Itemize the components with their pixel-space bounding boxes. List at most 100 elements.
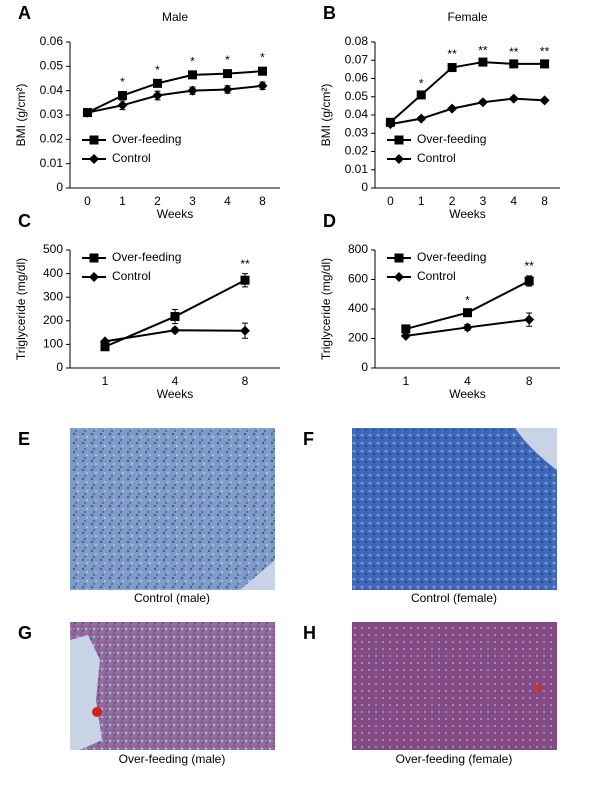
x-tick-label: 4 (172, 374, 179, 388)
y-tick-label: 0 (56, 180, 63, 194)
x-tick-label: 4 (510, 194, 517, 208)
tissue-edge (515, 428, 557, 470)
x-tick-label: 2 (154, 194, 161, 208)
caption: Over-feeding (female) (396, 752, 513, 766)
tissue-edge (240, 560, 275, 590)
significance-mark: * (120, 75, 125, 89)
y-tick-label: 0 (56, 360, 63, 374)
y-tick-label: 400 (348, 301, 368, 315)
line-chart: C 0 100 200 300 400 500 1 4 8 Weeks Triglyceride (m… (14, 211, 280, 401)
x-tick-label: 3 (480, 194, 487, 208)
y-tick-label: 100 (43, 337, 63, 351)
legend-label: Over-feeding (112, 250, 181, 264)
x-tick-label: 2 (449, 194, 456, 208)
legend-label: Over-feeding (112, 132, 181, 146)
panel-letter: F (303, 429, 314, 449)
significance-mark: * (260, 51, 265, 65)
x-tick-label: 4 (464, 374, 471, 388)
marker-diamond (400, 330, 411, 341)
micrograph (352, 622, 557, 750)
significance-mark: ** (240, 257, 250, 271)
marker-square (394, 253, 404, 263)
significance-mark: * (465, 294, 470, 308)
x-tick-label: 1 (418, 194, 425, 208)
micrograph-f: F Control (female) (303, 428, 557, 605)
tissue-edge (70, 635, 102, 750)
panel-letter: C (18, 211, 31, 231)
y-tick-label: 400 (43, 266, 63, 280)
marker-diamond (416, 113, 427, 124)
x-axis-label: Weeks (449, 387, 485, 401)
marker-diamond (524, 314, 535, 325)
x-tick-label: 1 (402, 374, 409, 388)
x-axis-label: Weeks (449, 207, 485, 221)
x-tick-label: 8 (259, 194, 266, 208)
significance-mark: ** (447, 47, 457, 61)
marker-diamond (152, 90, 163, 101)
micrograph (70, 622, 275, 750)
x-tick-label: 8 (526, 374, 533, 388)
y-tick-label: 0.03 (345, 125, 369, 139)
y-tick-label: 0.06 (345, 71, 369, 85)
legend-label: Control (417, 151, 456, 165)
marker-square (524, 276, 534, 286)
marker-diamond (117, 100, 128, 111)
y-tick-label: 0 (361, 180, 368, 194)
y-tick-label: 800 (348, 242, 368, 256)
x-tick-label: 0 (84, 194, 91, 208)
significance-mark: ** (524, 259, 534, 273)
x-axis-label: Weeks (157, 207, 193, 221)
x-tick-label: 3 (189, 194, 196, 208)
panel-letter: G (18, 623, 32, 643)
y-tick-label: 200 (348, 331, 368, 345)
y-axis-label: Triglyceride (mg/dl) (14, 258, 28, 360)
y-axis-label: Triglyceride (mg/dl) (319, 258, 333, 360)
marker-diamond (394, 272, 404, 282)
x-tick-label: 1 (102, 374, 109, 388)
y-tick-label: 0.04 (345, 107, 369, 121)
legend-label: Over-feeding (417, 132, 486, 146)
marker-diamond (187, 85, 198, 96)
marker-square (100, 342, 110, 352)
marker-square (89, 135, 99, 145)
marker-square (416, 90, 426, 100)
y-tick-label: 200 (43, 313, 63, 327)
marker-diamond (89, 154, 99, 164)
chart-title: Male (162, 10, 188, 24)
panel-letter: A (18, 3, 31, 23)
marker-square (540, 59, 550, 69)
significance-mark: * (155, 63, 160, 77)
y-tick-label: 300 (43, 289, 63, 303)
marker-square (447, 63, 457, 73)
panel-letter: D (323, 211, 336, 231)
marker-square (478, 57, 488, 67)
significance-mark: ** (509, 45, 519, 59)
x-tick-label: 1 (119, 194, 126, 208)
micrograph (352, 428, 557, 590)
caption: Control (male) (134, 591, 210, 605)
y-tick-label: 0.05 (345, 89, 369, 103)
marker-square (223, 69, 232, 79)
marker-diamond (508, 93, 519, 104)
chart-title: Female (447, 10, 487, 24)
marker-diamond (222, 84, 233, 95)
y-tick-label: 0.01 (345, 162, 369, 176)
y-tick-label: 0.01 (40, 156, 64, 170)
marker-diamond (462, 322, 473, 333)
line-chart: D 0 200 400 600 800 1 4 8 Weeks Triglyceride (mg/d… (319, 211, 560, 401)
marker-square (153, 78, 162, 88)
marker-diamond (539, 95, 550, 106)
marker-square (394, 135, 404, 145)
marker-square (463, 308, 472, 318)
y-tick-label: 0.08 (345, 34, 369, 48)
panel-letter: E (18, 429, 30, 449)
caption: Control (female) (411, 591, 497, 605)
blood-spot (534, 684, 542, 692)
y-axis-label: BMI (g/cm²) (14, 84, 28, 147)
x-tick-label: 0 (387, 194, 394, 208)
marker-diamond (82, 107, 93, 118)
significance-mark: ** (540, 44, 550, 58)
marker-square (240, 275, 250, 285)
marker-square (188, 70, 197, 80)
